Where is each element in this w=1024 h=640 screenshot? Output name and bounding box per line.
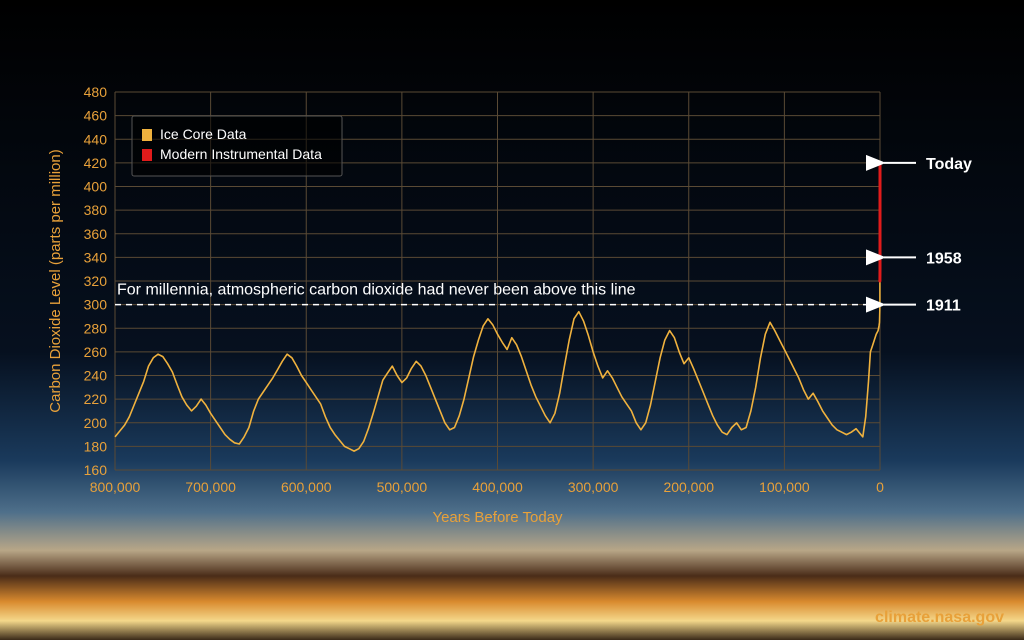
callout-label: 1958 [926, 250, 962, 267]
callout-label: Today [926, 156, 972, 173]
y-tick-label: 420 [84, 155, 108, 171]
reference-line-label: For millennia, atmospheric carbon dioxid… [117, 282, 636, 299]
legend-swatch [142, 129, 152, 141]
y-tick-label: 200 [84, 415, 108, 431]
x-tick-label: 600,000 [281, 479, 332, 495]
y-tick-label: 240 [84, 368, 108, 384]
x-tick-label: 300,000 [568, 479, 619, 495]
x-tick-label: 100,000 [759, 479, 810, 495]
y-tick-label: 440 [84, 131, 108, 147]
legend-label: Ice Core Data [160, 126, 247, 142]
x-tick-label: 0 [876, 479, 884, 495]
x-tick-label: 700,000 [185, 479, 236, 495]
x-tick-label: 500,000 [377, 479, 428, 495]
y-tick-label: 160 [84, 462, 108, 478]
x-tick-label: 800,000 [90, 479, 141, 495]
x-tick-label: 400,000 [472, 479, 523, 495]
y-tick-label: 180 [84, 438, 108, 454]
legend: Ice Core Data Modern Instrumental Data [132, 116, 342, 176]
background [0, 0, 1024, 640]
y-tick-label: 360 [84, 226, 108, 242]
y-tick-label: 280 [84, 320, 108, 336]
y-tick-label: 380 [84, 202, 108, 218]
y-axis-label: Carbon Dioxide Level (parts per million) [47, 149, 64, 412]
legend-label: Modern Instrumental Data [160, 146, 322, 162]
y-tick-label: 460 [84, 108, 108, 124]
x-tick-label: 200,000 [663, 479, 714, 495]
y-tick-label: 340 [84, 249, 108, 265]
y-tick-label: 320 [84, 273, 108, 289]
y-tick-label: 400 [84, 179, 108, 195]
y-tick-label: 480 [84, 84, 108, 100]
y-tick-label: 300 [84, 297, 108, 313]
y-tick-label: 260 [84, 344, 108, 360]
y-tick-label: 220 [84, 391, 108, 407]
callout-label: 1911 [926, 298, 961, 315]
credit-text: climate.nasa.gov [875, 609, 1004, 626]
legend-swatch [142, 149, 152, 161]
x-axis-label: Years Before Today [432, 509, 563, 526]
